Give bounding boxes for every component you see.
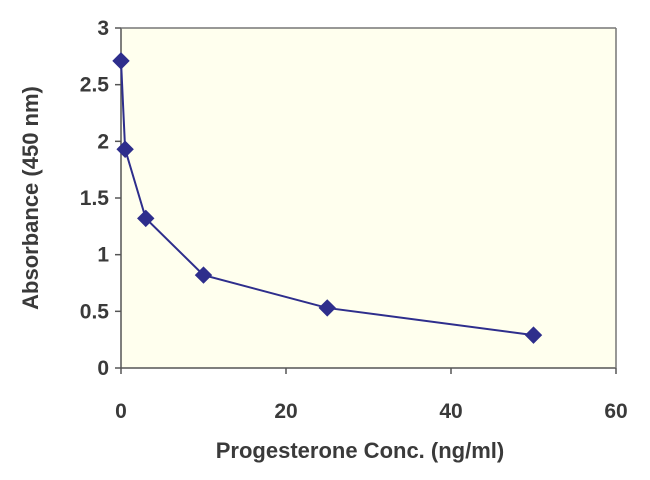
y-tick-label: 1.5 <box>80 187 110 210</box>
x-tick-label: 20 <box>274 400 297 423</box>
series-line <box>120 60 534 337</box>
data-point-marker <box>194 266 213 284</box>
y-axis-ticks: 0 0.5 1 1.5 2 2.5 3 <box>80 17 121 380</box>
x-axis-ticks: 0 20 40 60 <box>115 368 628 423</box>
plot-area <box>121 28 616 368</box>
y-tick-label: 0.5 <box>80 300 110 323</box>
data-point-marker <box>112 52 130 70</box>
x-axis-title: Progesterone Conc. (ng/ml) <box>216 438 504 463</box>
y-tick-label: 2.5 <box>80 74 110 97</box>
y-tick-label: 2 <box>97 130 109 153</box>
data-point-marker <box>318 299 336 317</box>
x-tick-label: 0 <box>115 400 127 423</box>
y-tick-label: 1 <box>97 244 109 267</box>
y-tick-label: 0 <box>97 357 109 380</box>
x-tick-label: 40 <box>439 400 462 423</box>
y-axis-title: Absorbance (450 nm) <box>18 86 43 310</box>
y-tick-label: 3 <box>97 17 109 40</box>
data-point-marker <box>116 140 134 158</box>
data-point-marker <box>524 326 543 344</box>
data-point-marker <box>137 209 155 228</box>
series-layer <box>112 52 543 344</box>
x-tick-label: 60 <box>604 400 627 423</box>
